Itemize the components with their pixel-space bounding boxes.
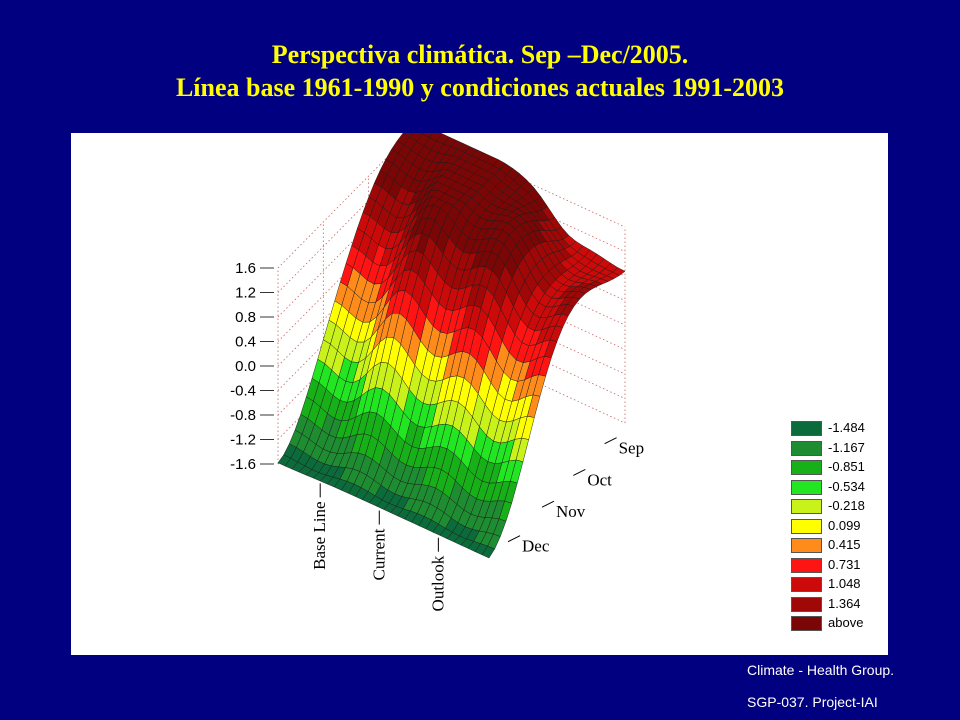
legend-swatch [791, 440, 822, 456]
z-tick-label: -0.4 [230, 383, 256, 400]
y-tick-mark [573, 468, 586, 476]
legend-swatch [791, 616, 822, 631]
y-tick-label: Oct [587, 470, 612, 489]
y-tick-mark [541, 500, 555, 508]
legend-swatch [791, 538, 822, 553]
legend-label: -1.484 [828, 420, 865, 435]
z-tick-label: 0.8 [235, 309, 256, 326]
credit-line-2: SGP-037. Project-IAI [747, 694, 878, 710]
legend-swatch [791, 557, 822, 573]
surface-mesh [277, 133, 626, 559]
slide-title: Perspectiva climática. Sep –Dec/2005. Lí… [0, 38, 960, 104]
z-tick-label: -0.8 [230, 407, 256, 424]
legend-swatch [791, 460, 822, 475]
legend-label: above [828, 615, 864, 630]
y-tick-label: Dec [522, 537, 550, 556]
x-axis-ticks: Base Line Current Outlook [310, 483, 447, 611]
x-tick-label: Base Line [310, 501, 329, 569]
legend-swatch [791, 479, 822, 495]
legend-swatch [791, 499, 822, 514]
title-line-1: Perspectiva climática. Sep –Dec/2005. [271, 40, 689, 69]
legend-swatch [791, 596, 822, 612]
legend-label: -1.167 [828, 439, 865, 455]
y-tick-mark [604, 437, 617, 445]
z-tick-label: 1.6 [235, 260, 256, 277]
z-axis-ticks: 1.6 1.2 0.8 0.4 0.0 -0.4 -0.8 -1.2 -1.6 [230, 260, 274, 473]
legend-label: -0.851 [828, 459, 865, 474]
chart-panel: 1.6 1.2 0.8 0.4 0.0 -0.4 -0.8 -1.2 -1.6 Base Lin… [71, 133, 888, 655]
legend-label: 0.415 [828, 537, 861, 552]
legend-swatch [791, 421, 822, 436]
credit-line-1: Climate - Health Group. [747, 662, 895, 678]
legend-label: 1.048 [828, 576, 861, 591]
legend-swatch [791, 518, 822, 534]
surface-cell [277, 454, 291, 467]
y-tick-label: Nov [556, 502, 586, 521]
z-tick-label: 1.2 [235, 285, 256, 302]
x-tick-label: Outlook [428, 555, 447, 611]
y-tick-mark [507, 535, 521, 543]
z-tick-label: 0.0 [235, 358, 256, 375]
legend-label: 1.364 [828, 595, 861, 611]
legend-label: -0.534 [828, 478, 865, 494]
y-tick-label: Sep [619, 439, 645, 458]
legend-label: -0.218 [828, 498, 865, 513]
legend-swatch [791, 577, 822, 592]
legend-label: 0.099 [828, 517, 861, 533]
legend-label: 0.731 [828, 556, 861, 572]
z-tick-label: 0.4 [235, 334, 256, 351]
x-tick-label: Current [369, 528, 388, 580]
z-tick-label: -1.6 [230, 456, 256, 473]
z-tick-label: -1.2 [230, 432, 256, 449]
surface-chart: 1.6 1.2 0.8 0.4 0.0 -0.4 -0.8 -1.2 -1.6 Base Lin… [230, 133, 645, 611]
title-line-2: Línea base 1961-1990 y condiciones actua… [175, 73, 785, 102]
